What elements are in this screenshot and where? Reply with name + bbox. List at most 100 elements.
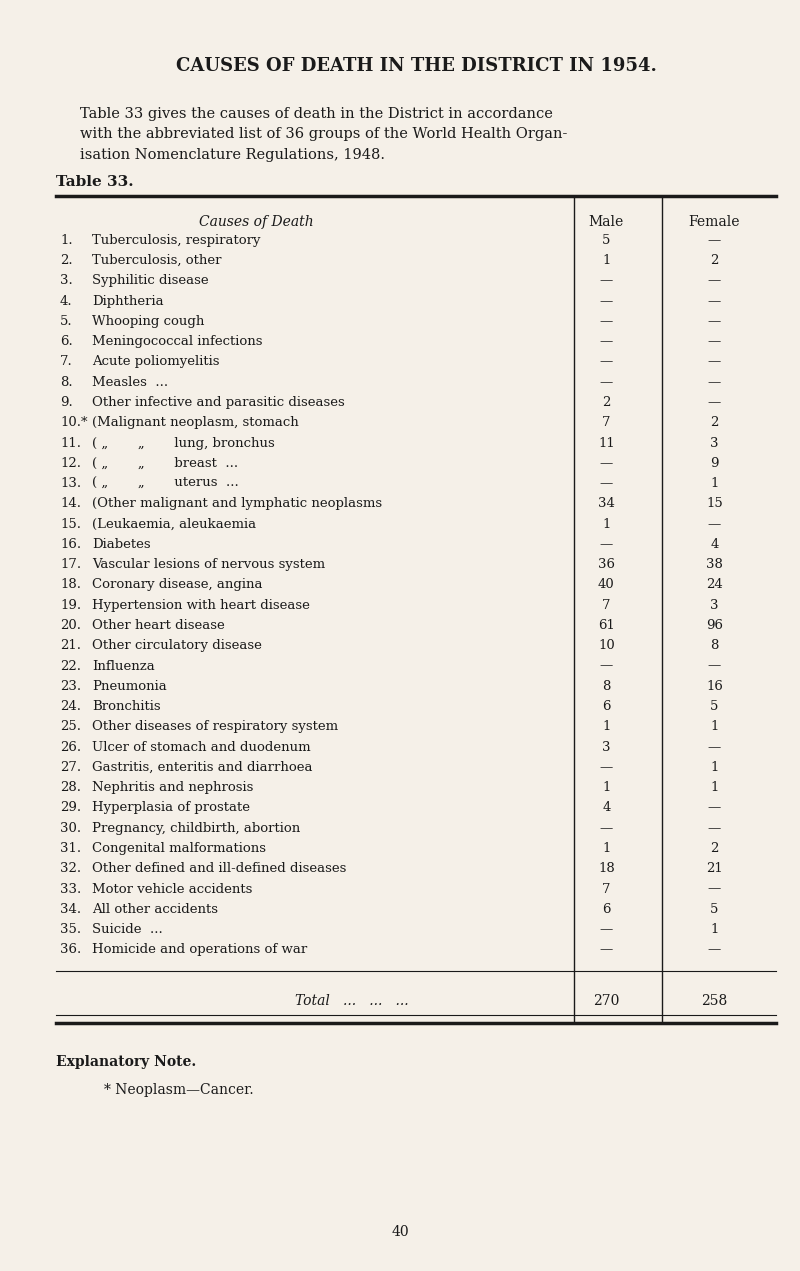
Text: —: — [600, 315, 613, 328]
Text: 1: 1 [602, 843, 610, 855]
Text: 34: 34 [598, 497, 615, 511]
Text: Suicide  ...: Suicide ... [92, 923, 162, 937]
Text: 30.: 30. [60, 822, 81, 835]
Text: Female: Female [689, 215, 740, 229]
Text: 1: 1 [710, 721, 718, 733]
Text: 7: 7 [602, 417, 610, 430]
Text: Whooping cough: Whooping cough [92, 315, 204, 328]
Text: —: — [708, 336, 721, 348]
Text: 7: 7 [602, 599, 610, 611]
Text: 2: 2 [710, 417, 718, 430]
Text: 36.: 36. [60, 943, 82, 956]
Text: 12.: 12. [60, 456, 81, 470]
Text: 1: 1 [710, 923, 718, 937]
Text: (Leukaemia, aleukaemia: (Leukaemia, aleukaemia [92, 517, 256, 531]
Text: Other infective and parasitic diseases: Other infective and parasitic diseases [92, 397, 345, 409]
Text: Syphilitic disease: Syphilitic disease [92, 275, 209, 287]
Text: —: — [708, 822, 721, 835]
Text: Nephritis and nephrosis: Nephritis and nephrosis [92, 782, 254, 794]
Text: 1: 1 [602, 782, 610, 794]
Text: 2.: 2. [60, 254, 73, 267]
Text: 10: 10 [598, 639, 614, 652]
Text: 31.: 31. [60, 843, 81, 855]
Text: Motor vehicle accidents: Motor vehicle accidents [92, 882, 252, 896]
Text: 270: 270 [594, 994, 619, 1008]
Text: 24: 24 [706, 578, 722, 591]
Text: —: — [708, 315, 721, 328]
Text: —: — [600, 477, 613, 491]
Text: Influenza: Influenza [92, 660, 154, 672]
Text: 7: 7 [602, 882, 610, 896]
Text: 24.: 24. [60, 700, 81, 713]
Text: (Malignant neoplasm, stomach: (Malignant neoplasm, stomach [92, 417, 298, 430]
Text: —: — [600, 356, 613, 369]
Text: (Other malignant and lymphatic neoplasms: (Other malignant and lymphatic neoplasms [92, 497, 382, 511]
Text: —: — [708, 275, 721, 287]
Text: 6: 6 [602, 700, 610, 713]
Text: 1.: 1. [60, 234, 73, 247]
Text: 61: 61 [598, 619, 615, 632]
Text: —: — [600, 761, 613, 774]
Text: Other heart disease: Other heart disease [92, 619, 225, 632]
Text: * Neoplasm—Cancer.: * Neoplasm—Cancer. [104, 1083, 254, 1097]
Text: 9.: 9. [60, 397, 73, 409]
Text: 1: 1 [710, 477, 718, 491]
Text: 35.: 35. [60, 923, 81, 937]
Text: 3: 3 [710, 437, 718, 450]
Text: 19.: 19. [60, 599, 81, 611]
Text: 10.*: 10.* [60, 417, 87, 430]
Text: —: — [600, 376, 613, 389]
Text: All other accidents: All other accidents [92, 902, 218, 916]
Text: Causes of Death: Causes of Death [198, 215, 314, 229]
Text: 32.: 32. [60, 862, 81, 876]
Text: —: — [600, 660, 613, 672]
Text: 258: 258 [702, 994, 727, 1008]
Text: Diabetes: Diabetes [92, 538, 150, 550]
Text: 22.: 22. [60, 660, 81, 672]
Text: 16.: 16. [60, 538, 81, 550]
Text: Tuberculosis, respiratory: Tuberculosis, respiratory [92, 234, 261, 247]
Text: 34.: 34. [60, 902, 81, 916]
Text: 1: 1 [602, 254, 610, 267]
Text: Homicide and operations of war: Homicide and operations of war [92, 943, 307, 956]
Text: Pneumonia: Pneumonia [92, 680, 166, 693]
Text: —: — [708, 356, 721, 369]
Text: 1: 1 [710, 761, 718, 774]
Text: —: — [600, 295, 613, 308]
Text: —: — [708, 295, 721, 308]
Text: 26.: 26. [60, 741, 81, 754]
Text: 28.: 28. [60, 782, 81, 794]
Text: 5.: 5. [60, 315, 73, 328]
Text: 96: 96 [706, 619, 723, 632]
Text: 15.: 15. [60, 517, 81, 531]
Text: 6.: 6. [60, 336, 73, 348]
Text: Hyperplasia of prostate: Hyperplasia of prostate [92, 802, 250, 815]
Text: 15: 15 [706, 497, 722, 511]
Text: 5: 5 [710, 700, 718, 713]
Text: Hypertension with heart disease: Hypertension with heart disease [92, 599, 310, 611]
Text: 4: 4 [602, 802, 610, 815]
Text: 1: 1 [602, 517, 610, 531]
Text: 11: 11 [598, 437, 614, 450]
Text: 7.: 7. [60, 356, 73, 369]
Text: Gastritis, enteritis and diarrhoea: Gastritis, enteritis and diarrhoea [92, 761, 313, 774]
Text: Other defined and ill-defined diseases: Other defined and ill-defined diseases [92, 862, 346, 876]
Text: —: — [708, 882, 721, 896]
Text: 3.: 3. [60, 275, 73, 287]
Text: —: — [600, 336, 613, 348]
Text: —: — [708, 660, 721, 672]
Text: —: — [600, 822, 613, 835]
Text: —: — [600, 456, 613, 470]
Text: Pregnancy, childbirth, abortion: Pregnancy, childbirth, abortion [92, 822, 300, 835]
Text: 1: 1 [602, 721, 610, 733]
Text: 11.: 11. [60, 437, 81, 450]
Text: 21: 21 [706, 862, 722, 876]
Text: 21.: 21. [60, 639, 81, 652]
Text: CAUSES OF DEATH IN THE DISTRICT IN 1954.: CAUSES OF DEATH IN THE DISTRICT IN 1954. [175, 57, 657, 75]
Text: Tuberculosis, other: Tuberculosis, other [92, 254, 222, 267]
Text: Total   ...   ...   ...: Total ... ... ... [295, 994, 409, 1008]
Text: Meningococcal infections: Meningococcal infections [92, 336, 262, 348]
Text: 4.: 4. [60, 295, 73, 308]
Text: 27.: 27. [60, 761, 81, 774]
Text: Ulcer of stomach and duodenum: Ulcer of stomach and duodenum [92, 741, 310, 754]
